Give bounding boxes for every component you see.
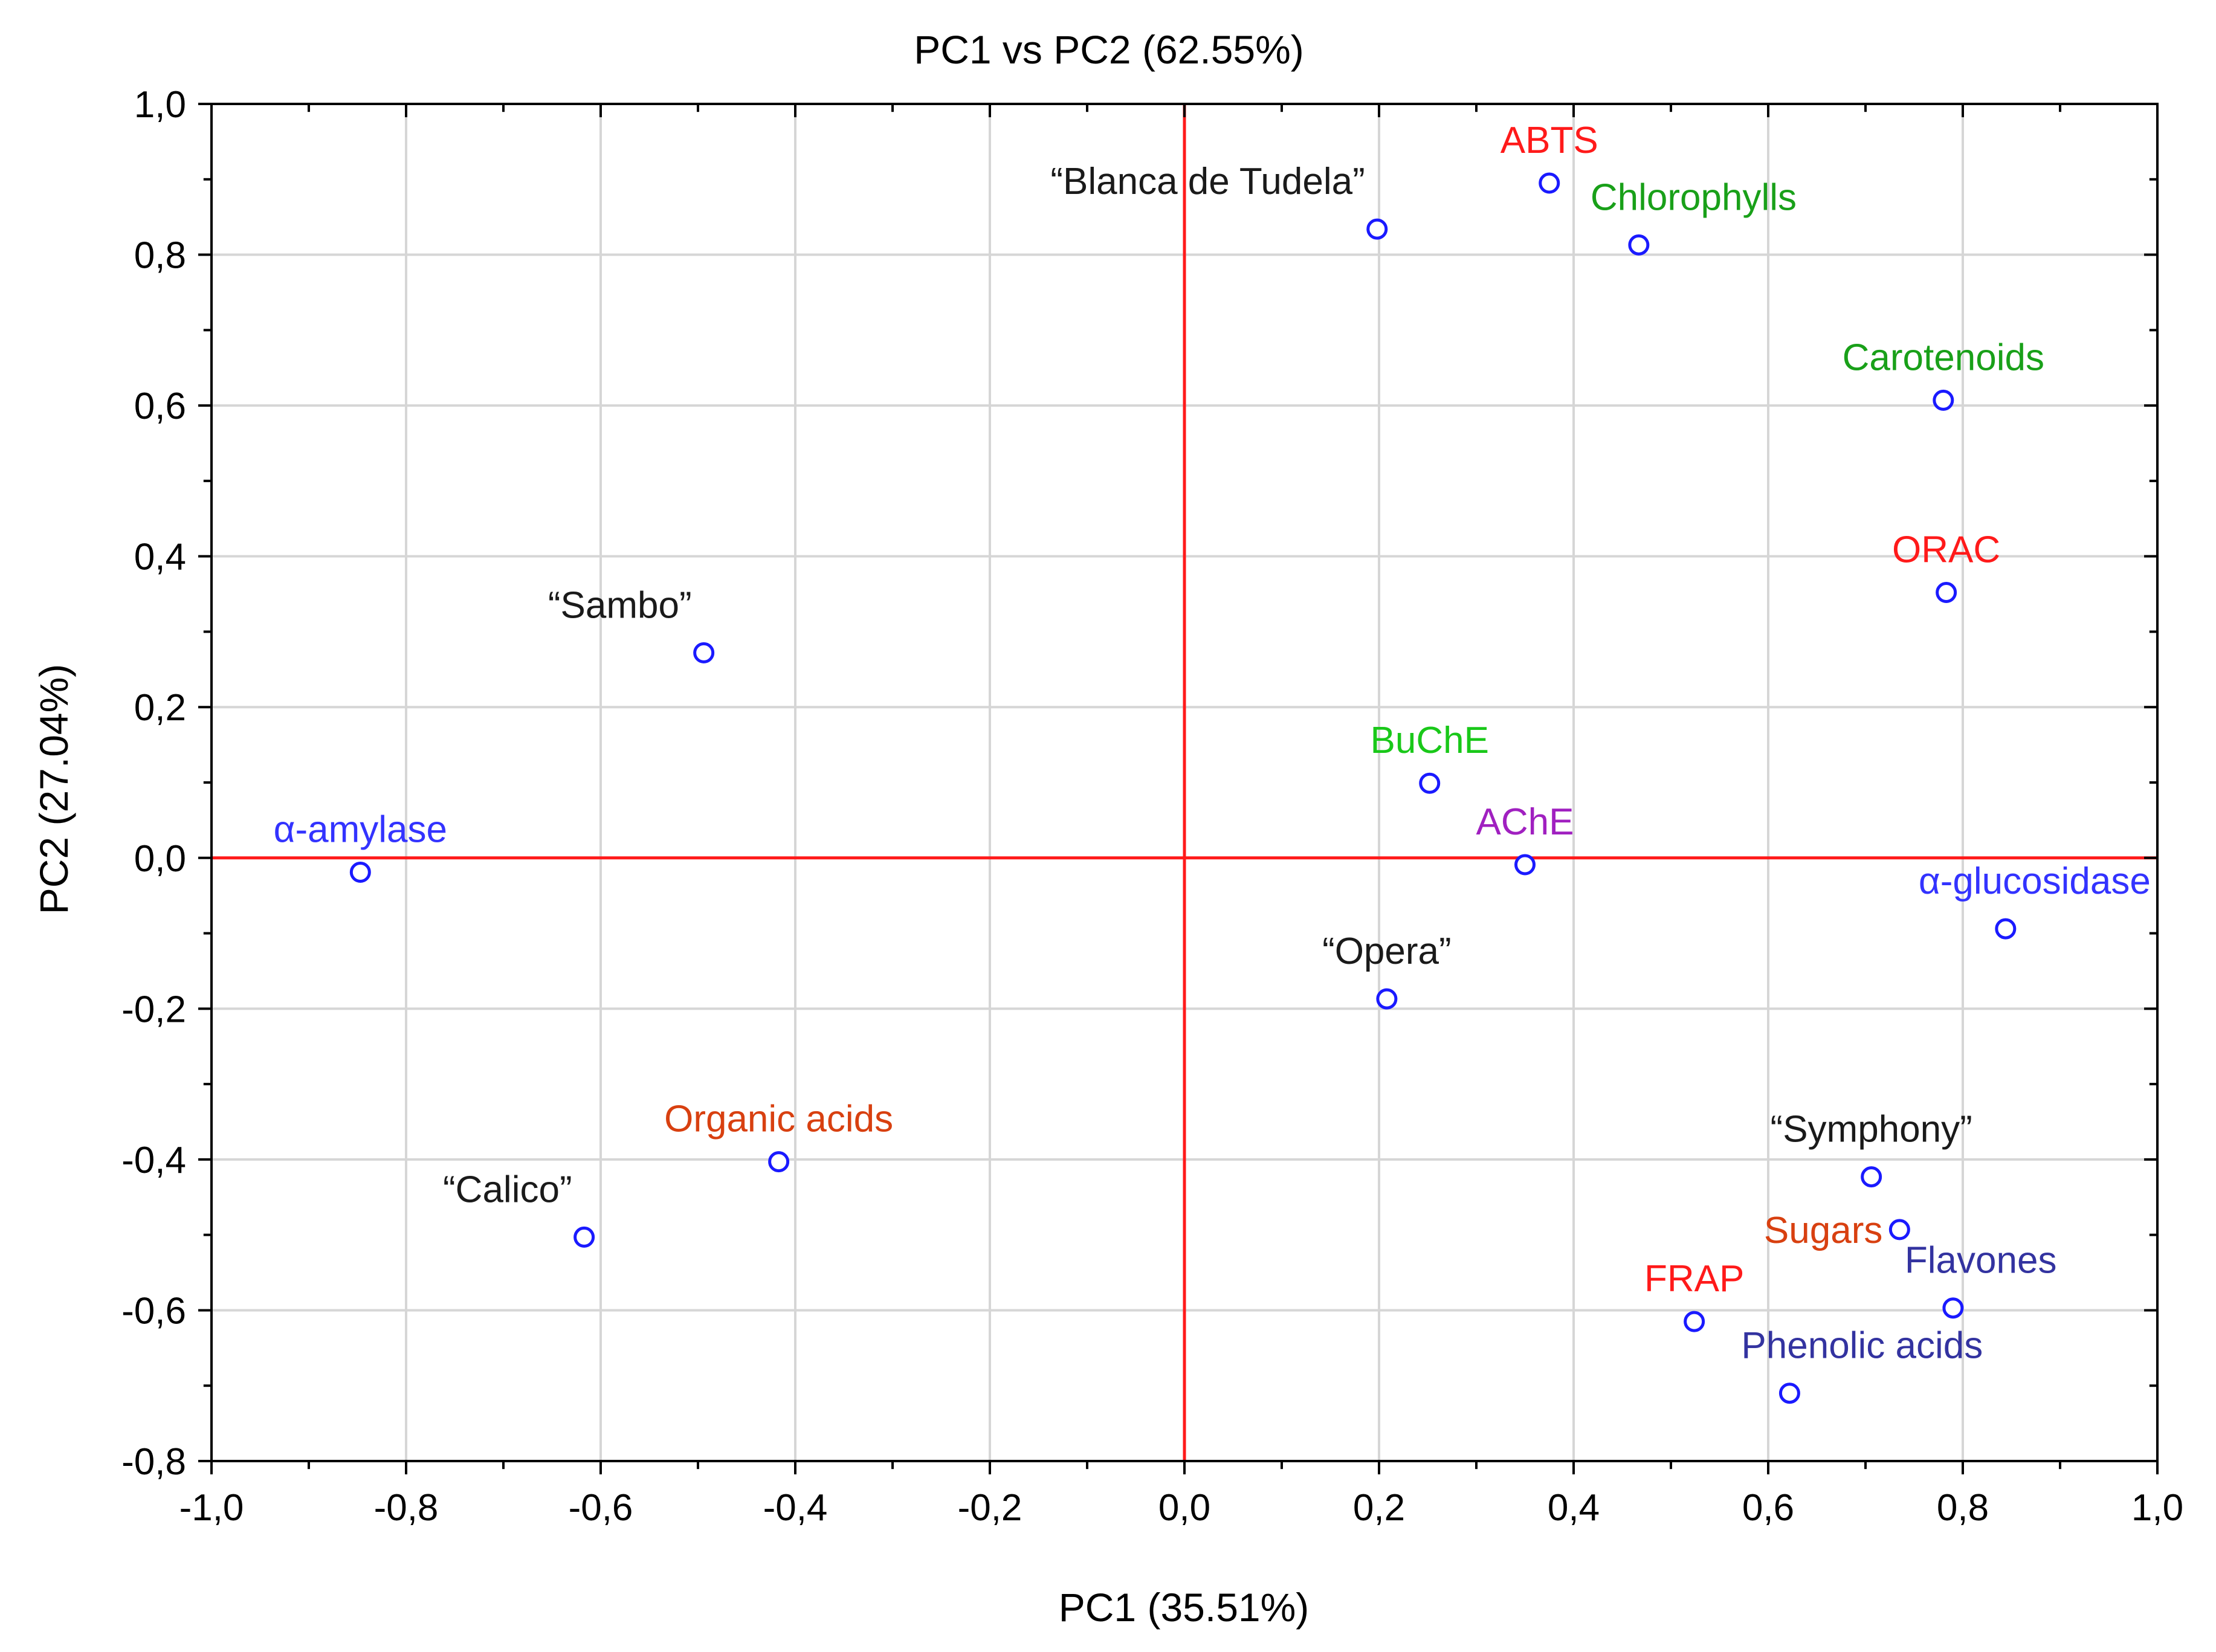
point-marker	[1684, 1311, 1705, 1332]
point-orac: ORAC	[1892, 529, 2000, 604]
point-label: AChE	[1476, 801, 1574, 843]
y-axis-tick-labels: -0,8 -0,6 -0,4 -0,2 0,0 0,2 0,4 0,6 0,8 1,0	[121, 84, 186, 1483]
x-tick-label: 0,6	[1742, 1487, 1794, 1529]
point-label: FRAP	[1644, 1258, 1744, 1300]
point-label: ORAC	[1892, 529, 2000, 571]
x-tick-label: -0,8	[374, 1487, 439, 1529]
point-label: “Blanca de Tudela”	[1050, 161, 1365, 202]
y-tick-label: -0,8	[121, 1441, 186, 1483]
point-marker	[1628, 234, 1650, 256]
y-tick-label: 0,6	[134, 386, 186, 427]
y-tick-label: 1,0	[134, 84, 186, 126]
point-label: Chlorophylls	[1591, 176, 1797, 218]
point-marker	[693, 642, 715, 663]
point-ache: AChE	[1476, 801, 1574, 876]
x-axis-tick-labels: -1,0 -0,8 -0,6 -0,4 -0,2 0,0 0,2 0,4 0,6 0,8 1,0	[179, 1487, 2184, 1529]
point-blanca-de-tudela: “Blanca de Tudela”	[1050, 161, 1388, 240]
point-chlorophylls: Chlorophylls	[1591, 176, 1797, 256]
y-tick-label: -0,2	[121, 989, 186, 1030]
point-marker	[1539, 172, 1560, 194]
point-marker	[1419, 772, 1441, 794]
x-axis-label: PC1 (35.51%)	[1059, 1585, 1310, 1630]
point-marker	[1942, 1297, 1964, 1319]
point-marker	[1861, 1166, 1882, 1188]
point-label: “Symphony”	[1771, 1109, 1972, 1150]
x-tick-label: -1,0	[179, 1487, 244, 1529]
point-marker	[1376, 988, 1398, 1010]
point-marker	[1933, 389, 1954, 411]
x-tick-label: 0,2	[1353, 1487, 1405, 1529]
point-label: “Calico”	[443, 1169, 572, 1210]
point-marker	[1995, 918, 2017, 940]
point-label: α-glucosidase	[1919, 860, 2151, 902]
point-marker	[1936, 582, 1957, 604]
point-label: Flavones	[1905, 1240, 2057, 1282]
point-marker	[768, 1151, 790, 1173]
point-abts: ABTS	[1500, 120, 1598, 194]
point-opera: “Opera”	[1322, 931, 1452, 1010]
point-marker	[1778, 1383, 1800, 1404]
point-label: Sugars	[1764, 1210, 1882, 1251]
y-tick-label: 0,4	[134, 537, 186, 578]
point-carotenoids: Carotenoids	[1843, 337, 2044, 411]
point-marker	[1366, 218, 1388, 240]
y-tick-label: -0,4	[121, 1140, 186, 1181]
point-frap: FRAP	[1644, 1258, 1744, 1332]
point-marker	[573, 1226, 595, 1248]
point-label: “Opera”	[1322, 931, 1452, 972]
x-tick-label: -0,4	[763, 1487, 828, 1529]
point-label: “Sambo”	[548, 584, 692, 626]
point-buche: BuChE	[1370, 720, 1489, 794]
x-tick-label: 0,8	[1937, 1487, 1989, 1529]
point-label: α-amylase	[274, 808, 447, 850]
y-tick-label: 0,8	[134, 235, 186, 277]
point-amylase: α-amylase	[274, 808, 447, 883]
point-label: BuChE	[1370, 720, 1488, 761]
axis-ticks	[198, 103, 2159, 1474]
y-tick-label: -0,6	[121, 1290, 186, 1332]
x-tick-label: -0,2	[958, 1487, 1022, 1529]
point-phenolic-acids: Phenolic acids	[1741, 1325, 1983, 1404]
point-calico: “Calico”	[443, 1169, 595, 1248]
chart-title: PC1 vs PC2 (62.55%)	[914, 27, 1304, 72]
x-tick-label: 1,0	[2131, 1487, 2183, 1529]
point-label: Organic acids	[664, 1099, 893, 1140]
point-label: ABTS	[1500, 120, 1598, 161]
zero-reference-lines	[212, 104, 2157, 1461]
x-tick-label: -0,6	[569, 1487, 633, 1529]
point-marker	[1888, 1219, 1910, 1241]
point-symphony: “Symphony”	[1771, 1109, 1972, 1188]
y-tick-label: 0,2	[134, 687, 186, 729]
y-axis-label: PC2 (27.04%)	[31, 664, 76, 915]
point-organic-acids: Organic acids	[664, 1099, 893, 1173]
y-tick-label: 0,0	[134, 838, 186, 880]
point-label: Phenolic acids	[1741, 1325, 1983, 1367]
x-tick-label: 0,0	[1158, 1487, 1210, 1529]
x-tick-label: 0,4	[1548, 1487, 1600, 1529]
point-marker	[349, 861, 371, 883]
point-flavones: Flavones	[1905, 1240, 2057, 1319]
point-marker	[1514, 854, 1536, 876]
point-sugars: Sugars	[1764, 1210, 1910, 1251]
point-label: Carotenoids	[1843, 337, 2044, 378]
point-sambo: “Sambo”	[548, 584, 715, 663]
data-points: ABTS “Blanca de Tudela” Chlorophylls Carote…	[274, 120, 2151, 1404]
point-glucosidase: α-glucosidase	[1919, 860, 2151, 940]
